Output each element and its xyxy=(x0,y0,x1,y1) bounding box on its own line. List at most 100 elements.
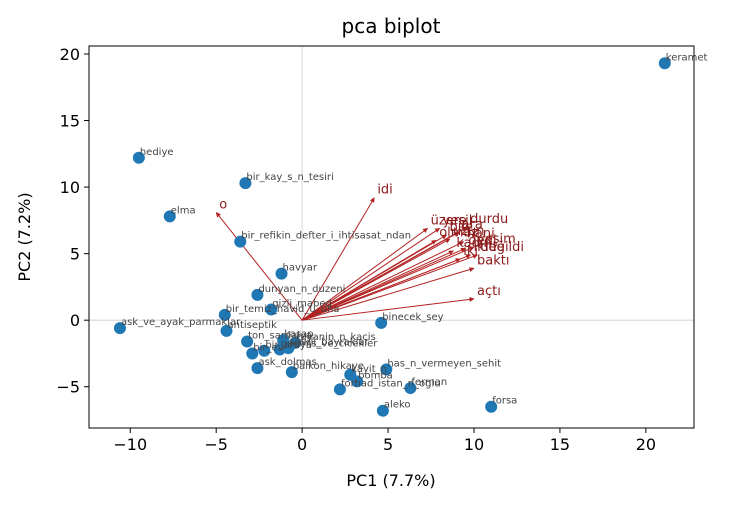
point-label: sinirli_bayraklar xyxy=(289,337,369,348)
score-point xyxy=(246,347,259,360)
score-point xyxy=(485,400,498,413)
loading-arrow xyxy=(215,211,303,321)
point-label: binecek_sey xyxy=(382,312,443,323)
score-point xyxy=(265,303,278,316)
score-point xyxy=(132,151,145,164)
score-point xyxy=(220,324,233,337)
point-label: kasap xyxy=(284,329,313,340)
point-label: kayit_n xyxy=(351,364,387,375)
score-point xyxy=(375,316,388,329)
x-tick-label: 10 xyxy=(464,435,484,454)
chart-title: pca biplot xyxy=(342,14,441,38)
loading-label: kadın xyxy=(456,236,491,251)
loading-label: bile xyxy=(450,220,473,235)
point-label: forhad_istan_n_oglu xyxy=(341,378,441,389)
x-tick-label: 15 xyxy=(550,435,570,454)
y-tick-label: 5 xyxy=(70,245,80,264)
score-point xyxy=(113,322,126,335)
point-label: bir_ev xyxy=(253,342,283,353)
score-points xyxy=(113,57,671,417)
y-tick-label: 20 xyxy=(60,45,80,64)
loading-label: üzere xyxy=(431,213,467,228)
point-label: gecmis_ve_cicekler xyxy=(281,338,378,349)
loading-label: baktı xyxy=(477,253,509,268)
labels: oidiüzereyeşildurdubilearaolmazuzunhanik… xyxy=(121,52,708,410)
plot-frame xyxy=(88,45,695,429)
loading-arrow xyxy=(301,246,475,321)
loading-arrow xyxy=(301,197,375,321)
loading-label: olmaz xyxy=(439,225,478,240)
point-label: bir_kay_s_n_tesiri xyxy=(246,172,333,183)
score-point xyxy=(163,210,176,223)
score-point xyxy=(273,343,286,356)
point-label: bomba xyxy=(358,370,393,381)
loading-label: değildi xyxy=(480,240,524,255)
x-tick-label: −5 xyxy=(204,435,228,454)
score-point xyxy=(251,362,264,375)
point-label: bir_temiz_havid_u_una xyxy=(226,304,340,315)
loading-arrow xyxy=(301,267,475,321)
loading-label: idi xyxy=(377,183,392,198)
loading-label: hani xyxy=(467,227,495,242)
point-label: elma xyxy=(171,205,196,216)
point-label: has_n_vermeyen_sehit xyxy=(387,358,501,369)
score-point xyxy=(333,383,346,396)
loading-label: dedi xyxy=(468,233,496,248)
loading-label: o xyxy=(219,197,227,212)
point-label: antiseptik xyxy=(228,320,278,331)
point-label: gizli_mabed xyxy=(272,299,332,310)
loading-label: yeşil xyxy=(443,213,473,228)
y-tick-label: 10 xyxy=(60,178,80,197)
loading-arrows xyxy=(215,197,478,321)
axis-ticks: −10 −5 0 5 10 15 20 −5 0 5 10 15 20 xyxy=(56,45,656,454)
score-point xyxy=(258,344,271,357)
point-label: ask_dolmas xyxy=(258,357,316,368)
loading-label: ikide xyxy=(474,240,505,255)
score-point xyxy=(376,404,389,417)
x-tick-label: 20 xyxy=(636,435,656,454)
score-point xyxy=(404,382,417,395)
y-tick-label: 0 xyxy=(70,311,80,330)
point-label: ask_ve_ayak_parmaklar xyxy=(121,317,241,328)
loading-arrow xyxy=(301,227,428,321)
origin-lines xyxy=(89,46,694,428)
point-label: bir_araya xyxy=(265,340,312,351)
score-point xyxy=(241,335,254,348)
y-tick-label: 15 xyxy=(60,112,80,131)
loading-label: yeşim xyxy=(477,232,516,247)
loading-arrow xyxy=(301,239,437,321)
score-point xyxy=(218,308,231,321)
y-tick-label: −5 xyxy=(56,378,80,397)
x-tick-label: −10 xyxy=(113,435,147,454)
point-label: ton_sardalya xyxy=(248,330,312,341)
y-axis-title: PC2 (7.2%) xyxy=(15,192,34,281)
point-label: ferman xyxy=(411,377,447,388)
loading-arrow xyxy=(301,241,465,321)
point-label: havyar xyxy=(283,263,318,274)
loading-label: iki xyxy=(463,244,478,259)
score-point xyxy=(251,288,264,301)
loading-label: ara xyxy=(462,217,483,232)
score-point xyxy=(234,235,247,248)
loading-label: açtı xyxy=(477,284,501,299)
x-tick-label: 0 xyxy=(297,435,307,454)
point-label: balkon_hikaye xyxy=(293,361,364,372)
point-label: hediye xyxy=(140,147,174,158)
plot-area xyxy=(89,46,694,428)
score-point xyxy=(239,177,252,190)
score-point xyxy=(275,267,288,280)
point-label: bir_refikin_defter_i_ihtisasat_ndan xyxy=(241,231,411,242)
point-label: aleko xyxy=(384,400,411,411)
loading-arrow xyxy=(302,296,475,321)
score-point xyxy=(658,57,671,70)
loading-label: durdu xyxy=(470,212,508,227)
x-tick-label: 5 xyxy=(383,435,393,454)
score-point xyxy=(380,363,393,376)
loading-arrow xyxy=(301,238,451,321)
score-point xyxy=(351,375,364,388)
loading-arrow xyxy=(301,227,441,321)
loading-arrow xyxy=(301,258,461,321)
point-label: forsa xyxy=(492,396,517,407)
loading-label: uzun xyxy=(453,224,485,239)
